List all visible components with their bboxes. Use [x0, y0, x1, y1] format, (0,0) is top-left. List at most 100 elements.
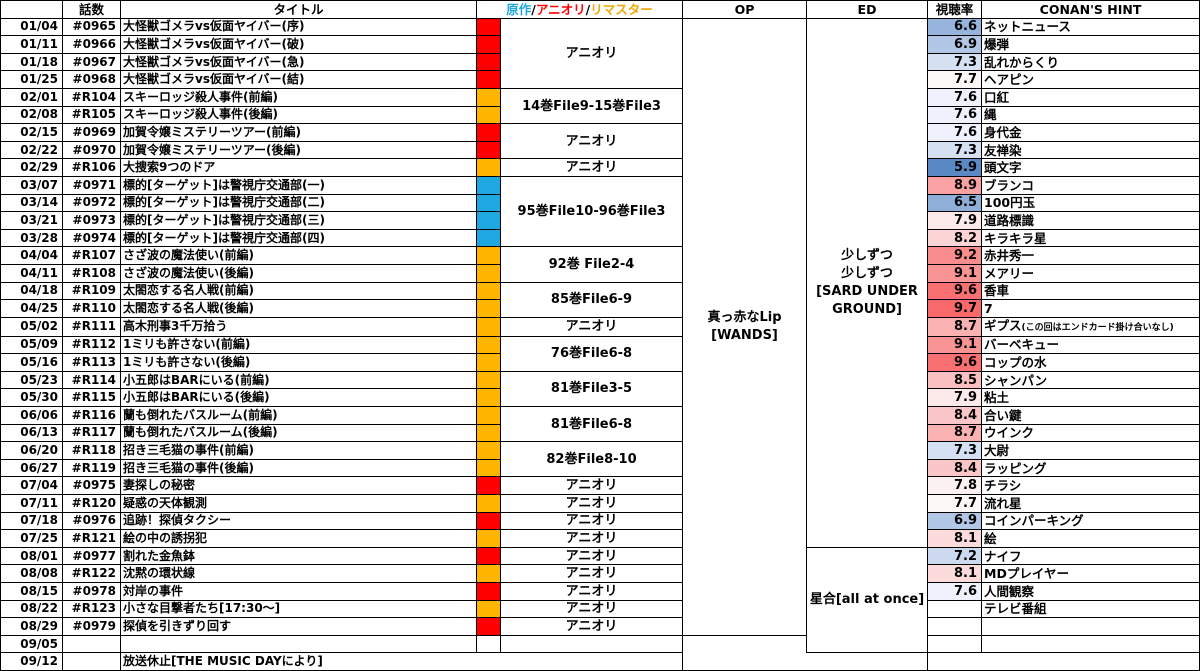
row-rating: 7.7: [927, 70, 983, 89]
row-date: 08/08: [0, 564, 63, 583]
header-op: OP: [682, 0, 808, 19]
row-hint-text: 人間観察: [984, 583, 1035, 599]
row-hint: 身代金: [981, 123, 1200, 142]
table-row: 08/08 #R122 沈黙の環状線 アニオリ 8.1 MDプレイヤー: [0, 564, 1200, 583]
table-row: 06/20 #R118 招き三毛猫の事件(前編) 82巻File8-10 7.3 大尉: [0, 441, 1200, 478]
row-hint: ナイフ: [981, 546, 1200, 566]
row-date: 07/25: [0, 529, 63, 548]
header-source-anime-original: アニオリ: [535, 1, 586, 17]
table-row: 01/18 #0967 大怪獣ゴメラvs仮面ヤイバー(急) 7.3 乱れからくり: [0, 52, 1200, 72]
row-hint: 7: [981, 299, 1200, 318]
row-date: 02/22: [0, 140, 63, 160]
row-hint: [981, 617, 1200, 636]
table-row: 04/25 #R110 太閤恋する名人戦(後編) 9.7 7: [0, 299, 1200, 318]
row-date: 07/18: [0, 511, 63, 531]
row-rating: 5.9: [927, 158, 983, 177]
row-rating: 8.4: [927, 458, 983, 478]
row-hint-text: ヘアピン: [984, 72, 1035, 88]
row-episode: #0977: [62, 546, 121, 566]
row-source-swatch: [476, 193, 501, 213]
row-source-swatch: [476, 263, 501, 283]
op-song-label: 真っ赤なLip [WANDS]: [707, 309, 782, 343]
row-hint: [981, 634, 1200, 654]
row-hint: ラッピング: [981, 458, 1200, 478]
row-hint-text: シャンパン: [984, 372, 1048, 388]
row-title: さざ波の魔法使い(後編): [120, 263, 477, 283]
table-row: 02/22 #0970 加賀令嬢ミステリーツアー(後編) 7.3 友禅染: [0, 140, 1200, 160]
row-rating: 7.8: [927, 476, 983, 496]
row-rating: 8.1: [927, 564, 983, 583]
row-episode: #0975: [62, 476, 121, 496]
row-date: 05/02: [0, 316, 63, 337]
row-source-swatch: [476, 388, 501, 408]
row-episode: #R106: [62, 158, 121, 177]
row-title: 小五郎はBARにいる(前編): [120, 370, 477, 390]
row-title: 1ミリも許さない(前編): [120, 335, 477, 355]
row-rating: 8.4: [927, 406, 983, 425]
row-episode: #R115: [62, 388, 121, 408]
row-hint: 粘土: [981, 388, 1200, 408]
header-date: [0, 0, 63, 19]
table-row: 01/11 #0966 大怪獣ゴメラvs仮面ヤイバー(破) 6.9 爆弾: [0, 35, 1200, 54]
row-hint-text: バーベキュー: [984, 337, 1060, 353]
row-source-swatch: [476, 423, 501, 443]
row-hint-text: メアリー: [984, 265, 1035, 281]
row-rating: [927, 634, 983, 654]
header-hint: CONAN'S HINT: [981, 0, 1200, 19]
row-title: 蘭も倒れたバスルーム(後編): [120, 423, 477, 443]
row-date: 02/01: [0, 87, 63, 107]
table-row: 03/14 #0972 標的[ターゲット]は警視庁交通部(二) 6.5 100円玉: [0, 193, 1200, 213]
row-date: 06/20: [0, 441, 63, 460]
row-hint-text: 大尉: [984, 443, 1010, 459]
row-rating: 7.7: [927, 494, 983, 513]
row-hint: コップの水: [981, 353, 1200, 372]
row-title: 標的[ターゲット]は警視庁交通部(三): [120, 211, 477, 230]
row-source-swatch: [476, 634, 501, 654]
row-hint-text: 頭文字: [984, 160, 1022, 176]
row-hint-text: 道路標識: [984, 212, 1035, 228]
row-episode: #R104: [62, 87, 121, 107]
row-hint-text: 流れ星: [984, 495, 1022, 511]
row-source-range: 14巻File9-15巻File3: [499, 87, 684, 125]
row-hint: バーベキュー: [981, 335, 1200, 355]
header-source-slash: /: [585, 1, 591, 17]
row-hint: 乱れからくり: [981, 52, 1200, 72]
row-episode: #0973: [62, 211, 121, 230]
row-title: 小さな目撃者たち[17:30〜]: [120, 599, 477, 619]
row-hint: 口紅: [981, 87, 1200, 107]
row-hint-text: 赤井秀一: [984, 248, 1035, 264]
ed-song: 少しずつ 少しずつ [SARD UNDER GROUND]: [806, 17, 929, 548]
row-episode: #R105: [62, 105, 121, 125]
row-hint: 絵: [981, 529, 1200, 548]
table-row: 08/29 #0979 探偵を引きずり回す アニオリ: [0, 617, 1200, 636]
table-row: 02/08 #R105 スキーロッジ殺人事件(後編) 7.6 縄: [0, 105, 1200, 125]
row-date: 01/18: [0, 52, 63, 72]
row-source-swatch: [476, 599, 501, 619]
row-title: 放送休止[THE MUSIC DAYにより]: [119, 652, 684, 671]
table-row: 07/25 #R121 絵の中の誘拐犯 アニオリ 8.1 絵: [0, 529, 1200, 548]
row-rating: 7.3: [927, 52, 983, 72]
row-date: 05/30: [0, 388, 63, 408]
row-source-range: アニオリ: [499, 546, 684, 566]
row-title: 絵の中の誘拐犯: [120, 529, 477, 548]
table-row: 05/02 #R111 高木刑事3千万拾う アニオリ 8.7 ギプス(この回はエンドカード…: [0, 316, 1200, 337]
row-rating: 9.7: [927, 299, 983, 318]
row-hint-text: 香車: [984, 283, 1010, 299]
row-source-swatch: [476, 353, 501, 372]
row-episode: #R118: [62, 441, 121, 460]
row-hint-text: ナイフ: [984, 548, 1022, 564]
row-source-swatch: [476, 406, 501, 425]
row-episode: #0976: [62, 511, 121, 531]
row-rating: 7.3: [927, 140, 983, 160]
row-date: 01/11: [0, 35, 63, 54]
row-date: 04/11: [0, 263, 63, 283]
row-rating: 6.6: [927, 17, 983, 37]
row-hint-text: 100円玉: [984, 195, 1036, 211]
row-rating: 7.6: [927, 123, 983, 142]
row-rating: 6.9: [927, 511, 983, 531]
row-episode: #R107: [62, 246, 121, 265]
row-hint-text: ブランコ: [984, 177, 1035, 193]
row-episode: #0965: [62, 17, 121, 37]
row-source-range: [499, 634, 684, 654]
row-hint: シャンパン: [981, 370, 1200, 390]
